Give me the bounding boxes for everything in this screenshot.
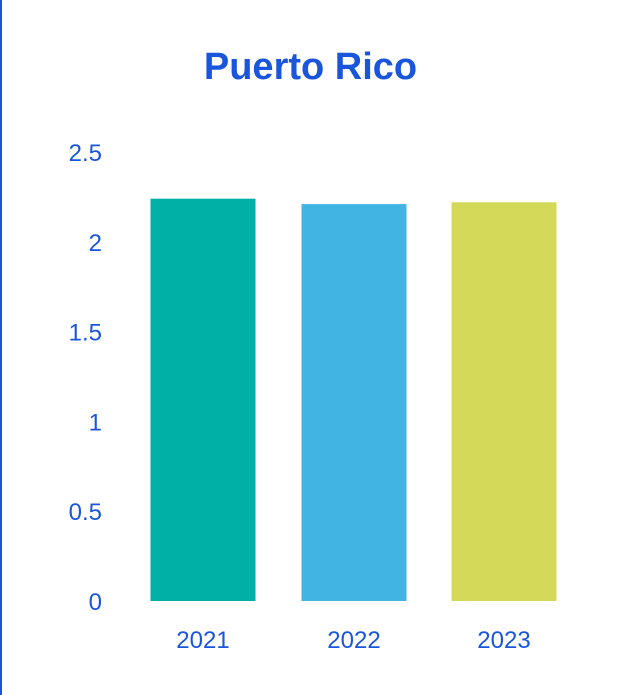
x-tick-label: 2021 <box>176 627 229 654</box>
y-tick-label: 2 <box>89 230 102 257</box>
bar-2023 <box>451 202 557 601</box>
y-tick-label: 2.5 <box>69 140 102 167</box>
y-tick-label: 0 <box>89 589 102 616</box>
x-tick-label: 2022 <box>327 627 380 654</box>
chart-title: Puerto Rico <box>203 46 418 88</box>
y-tick-label: 1.5 <box>69 320 102 347</box>
y-tick-label: 0.5 <box>69 499 102 526</box>
y-tick-label: 1 <box>89 409 102 436</box>
x-tick-label: 2023 <box>477 627 530 654</box>
bar-2021 <box>150 198 256 602</box>
bar-2022 <box>301 204 407 602</box>
